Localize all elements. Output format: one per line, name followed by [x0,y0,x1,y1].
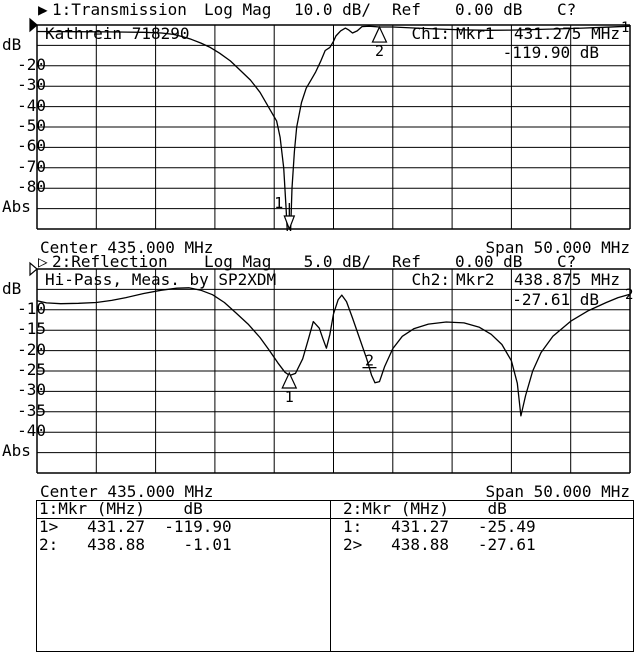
ch1-axis-bottom-label: Abs [2,197,31,216]
channel2-marker-value: -27.61 dB [512,290,599,309]
marker-table-row: 2> 438.88 -27.61 [343,535,536,554]
ch1-marker-1: 1 [274,194,296,231]
channel2-scale-value: 5.0 dB/ [303,252,371,271]
marker-table-left-header-rule [37,518,330,519]
ch2-ref-position-icon [29,261,38,277]
channel1-readout-mkr-label: Mkr1 [456,24,495,43]
ch2-marker-2: 2 [362,352,377,370]
ch2-axis-label: -20 [17,340,46,359]
channel1-title-label: 1:Transmission [52,0,187,19]
channel2-readout-ch-label: Ch2: [411,270,450,289]
channel1-scale-value: 10.0 dB/ [293,0,371,19]
ch2-axis-bottom-label: Abs [2,441,31,460]
channel2-marker-freq: 438.875 MHz [514,270,620,289]
marker-table-right-header-rule [331,518,633,519]
channel1-format-label: Log Mag [204,0,272,19]
channel2-title-label: 2:Reflection [52,252,168,271]
channel2-center-freq: Center 435.000 MHz [40,482,214,501]
ch2-axis-label: -25 [17,360,46,379]
ch1-axis-label: -50 [17,116,46,135]
channel2-readout-mkr-label: Mkr2 [456,270,495,289]
ch1-marker-2: 2 [371,25,388,60]
ch2-axis-unit: dB [2,279,22,298]
ch2-marker-1: 1 [281,371,298,406]
marker-table-right-header: 2:Mkr (MHz) dB [343,499,507,518]
marker-table-channel2 [330,500,634,652]
ch1-axis-label: -70 [17,157,46,176]
channel1-trace-title: Kathrein 718290 [45,24,190,43]
channel1-trace-number: 1 [621,20,630,36]
ch2-axis-label: -30 [17,380,46,399]
ch1-trace [36,25,631,231]
ch2-axis-label: -40 [17,421,46,440]
channel1-cal-status: C? [557,0,577,19]
channel1-marker-value: -119.90 dB [502,43,599,62]
channel1-pointer-icon: ▶ [38,0,48,19]
marker-table-row: 1> 431.27 -119.90 [39,517,232,536]
ch1-ref-position-icon [29,17,38,33]
channel1-ref-value: 0.00 dB [455,0,523,19]
channel2-ref-label: Ref [392,252,421,271]
ch1-axis-unit: dB [2,35,22,54]
channel1-ref-label: Ref [392,0,421,19]
svg-text:1: 1 [285,388,294,406]
channel2-pointer-icon: ▷ [38,252,48,271]
ch2-axis-label: -35 [17,401,46,420]
channel2-trace-title: Hi-Pass, Meas. by SP2XDM [45,270,277,289]
ch1-axis-label: -30 [17,75,46,94]
channel1-center-freq: Center 435.000 MHz [40,238,214,257]
channel1-span: Span 50.000 MHz [485,238,631,257]
ch2-axis-label: -10 [17,299,46,318]
ch1-axis-label: -20 [17,55,46,74]
ch1-axis-label: -40 [17,96,46,115]
channel2-ref-value: 0.00 dB [455,252,523,271]
channel2-span: Span 50.000 MHz [485,482,631,501]
ch1-axis-label: -60 [17,136,46,155]
svg-text:2: 2 [365,352,374,370]
ch1-axis-label: -80 [17,177,46,196]
channel1-readout-ch-label: Ch1: [411,24,450,43]
channel2-trace-number: 2 [625,287,634,303]
channel2-format-label: Log Mag [204,252,272,271]
channel2-cal-status: C? [557,252,577,271]
marker-table-row: 1: 431.27 -25.49 [343,517,536,536]
svg-text:1: 1 [274,194,283,212]
ch2-trace [36,287,631,417]
ch2-axis-label: -15 [17,319,46,338]
channel1-marker-freq: 431.275 MHz [514,24,620,43]
marker-table-row: 2: 438.88 -1.01 [39,535,232,554]
marker-table-left-header: 1:Mkr (MHz) dB [39,499,203,518]
svg-text:2: 2 [375,42,384,60]
